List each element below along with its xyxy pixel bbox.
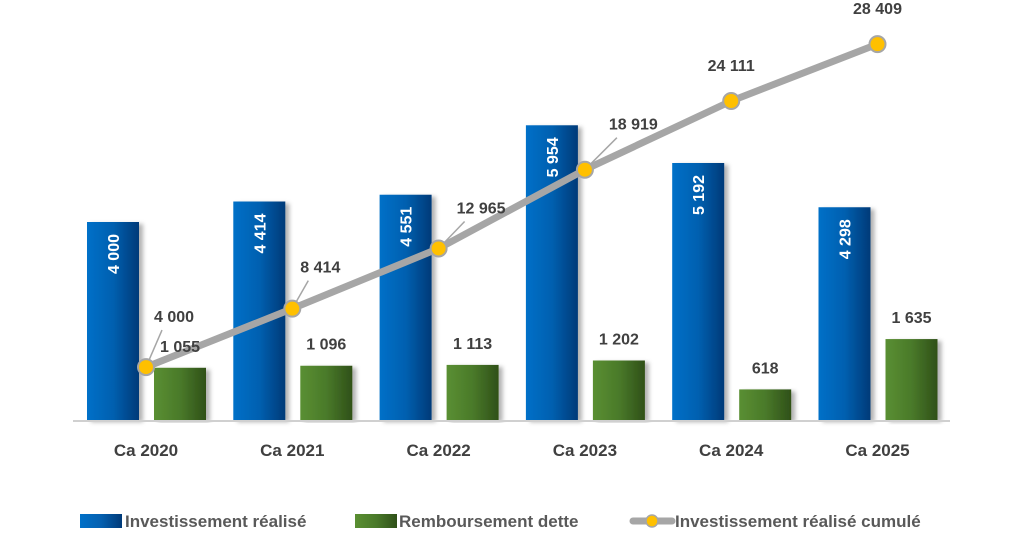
bar-remboursement — [739, 389, 792, 420]
marker-cumule — [429, 239, 448, 258]
data-label-remboursement: 1 113 — [453, 336, 492, 353]
data-label-remboursement: 1 635 — [891, 310, 931, 327]
category-label: Ca 2025 — [845, 441, 909, 460]
legend: Investissement réalisé Remboursement det… — [80, 512, 921, 531]
data-label-cumule: 18 919 — [609, 117, 658, 134]
marker-cumule — [283, 299, 302, 318]
marker-cumule — [868, 35, 887, 54]
data-label-investissement: 4 298 — [838, 219, 855, 259]
data-label-cumule: 8 414 — [300, 260, 340, 277]
data-label-remboursement: 618 — [752, 360, 779, 377]
data-label-remboursement: 1 055 — [160, 339, 200, 356]
data-label-investissement: 4 414 — [252, 213, 269, 253]
legend-swatch-investissement — [80, 514, 122, 528]
bar-investissement — [672, 162, 725, 420]
bar-remboursement — [154, 367, 206, 420]
category-label: Ca 2020 — [114, 441, 178, 460]
category-label: Ca 2024 — [699, 441, 764, 460]
data-label-cumule: 12 965 — [457, 200, 506, 217]
bar-remboursement — [446, 364, 499, 420]
data-label-investissement: 4 551 — [399, 207, 416, 247]
line-cumule — [144, 40, 879, 371]
legend-swatch-cumule-marker — [645, 514, 659, 528]
bar-investissement — [818, 207, 871, 420]
category-label: Ca 2023 — [553, 441, 617, 460]
bar-investissement — [233, 201, 286, 420]
marker-cumule — [575, 160, 594, 179]
bar-remboursement — [300, 365, 353, 420]
data-label-investissement: 5 954 — [545, 137, 562, 177]
marker-cumule — [722, 92, 741, 111]
data-label-cumule: 28 409 — [853, 1, 902, 18]
data-label-remboursement: 1 202 — [599, 332, 639, 349]
data-label-remboursement: 1 096 — [306, 337, 346, 354]
data-label-cumule: 24 111 — [708, 58, 755, 75]
legend-label-remboursement: Remboursement dette — [399, 512, 578, 531]
category-label: Ca 2021 — [260, 441, 324, 460]
bar-remboursement — [592, 360, 645, 420]
legend-label-investissement: Investissement réalisé — [125, 512, 306, 531]
bar-investissement — [379, 194, 432, 420]
legend-label-cumule: Investissement réalisé cumulé — [675, 512, 921, 531]
bar-remboursement — [885, 339, 938, 420]
category-label: Ca 2022 — [406, 441, 470, 460]
legend-swatch-remboursement — [355, 514, 397, 528]
bar-investissement — [87, 222, 139, 420]
data-label-investissement: 5 192 — [691, 175, 708, 215]
data-label-cumule: 4 000 — [154, 309, 194, 326]
data-label-investissement: 4 000 — [106, 234, 123, 274]
marker-cumule — [137, 358, 155, 377]
